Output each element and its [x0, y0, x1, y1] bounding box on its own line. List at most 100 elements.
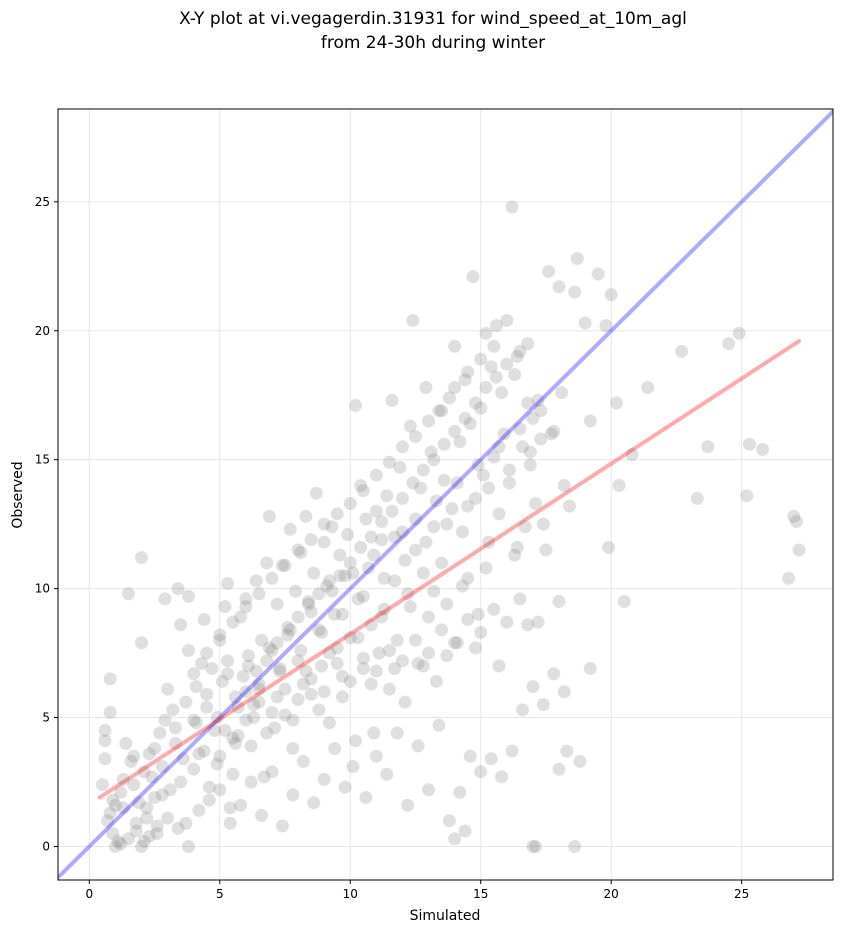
data-point	[168, 736, 182, 750]
data-point	[364, 618, 378, 632]
data-point	[398, 695, 412, 709]
data-point	[359, 790, 373, 804]
data-point	[502, 476, 516, 490]
data-point	[103, 806, 117, 820]
data-point	[286, 713, 300, 727]
data-point	[200, 700, 214, 714]
data-point	[296, 677, 310, 691]
x-axis-ticks: 0 5 10 15 20 25	[85, 880, 749, 901]
data-point	[304, 672, 318, 686]
data-point	[166, 703, 180, 717]
data-point	[429, 674, 443, 688]
data-point	[338, 569, 352, 583]
data-point	[435, 556, 449, 570]
data-point	[291, 610, 305, 624]
data-point	[325, 520, 339, 534]
data-point	[351, 631, 365, 645]
data-point	[403, 419, 417, 433]
data-point	[296, 754, 310, 768]
data-point	[275, 819, 289, 833]
data-point	[521, 337, 535, 351]
data-point	[427, 453, 441, 467]
data-point	[213, 783, 227, 797]
data-point	[231, 729, 245, 743]
data-point	[304, 605, 318, 619]
data-point	[304, 533, 318, 547]
data-point	[223, 801, 237, 815]
data-point	[270, 597, 284, 611]
data-point	[265, 765, 279, 779]
data-point	[148, 741, 162, 755]
data-point	[108, 839, 122, 853]
data-point	[213, 749, 227, 763]
data-point	[518, 520, 532, 534]
y-axis-ticks: 0 5 10 15 20 25	[35, 195, 58, 853]
data-point	[106, 793, 120, 807]
data-point	[286, 741, 300, 755]
data-point	[202, 780, 216, 794]
data-point	[482, 535, 496, 549]
data-point	[440, 649, 454, 663]
data-point	[568, 285, 582, 299]
data-point	[330, 507, 344, 521]
data-point	[369, 749, 383, 763]
x-axis-label: Simulated	[410, 908, 481, 924]
data-point	[137, 834, 151, 848]
y-tick-label: 10	[35, 582, 50, 596]
data-point	[469, 491, 483, 505]
data-point	[317, 772, 331, 786]
data-point	[385, 504, 399, 518]
data-point	[792, 543, 806, 557]
data-point	[278, 682, 292, 696]
data-point	[526, 839, 540, 853]
data-point	[309, 486, 323, 500]
data-point	[215, 674, 229, 688]
data-point	[348, 399, 362, 413]
data-point	[195, 656, 209, 670]
grid-lines	[58, 109, 833, 880]
data-point	[455, 579, 469, 593]
data-point	[187, 762, 201, 776]
data-point	[523, 458, 537, 472]
data-point	[252, 682, 266, 696]
data-point	[448, 636, 462, 650]
data-point	[114, 837, 128, 851]
data-point	[283, 522, 297, 536]
data-point	[534, 404, 548, 418]
data-point	[155, 788, 169, 802]
data-point	[489, 370, 503, 384]
data-point	[369, 468, 383, 482]
data-point	[395, 654, 409, 668]
data-point	[604, 288, 618, 302]
data-point	[205, 662, 219, 676]
data-point	[158, 713, 172, 727]
data-point	[299, 664, 313, 678]
data-point	[312, 623, 326, 637]
data-point	[479, 561, 493, 575]
data-point	[288, 584, 302, 598]
data-point	[393, 460, 407, 474]
data-point	[270, 636, 284, 650]
data-point	[552, 762, 566, 776]
data-point	[544, 427, 558, 441]
data-point	[740, 489, 754, 503]
data-point	[416, 463, 430, 477]
data-point	[208, 723, 222, 737]
data-point	[142, 829, 156, 843]
x-tick-label: 5	[216, 887, 224, 901]
data-point	[189, 680, 203, 694]
data-point	[174, 618, 188, 632]
data-point	[234, 610, 248, 624]
data-point	[202, 793, 216, 807]
data-point	[335, 690, 349, 704]
data-point	[95, 778, 109, 792]
data-point	[375, 533, 389, 547]
data-point	[181, 839, 195, 853]
data-point	[521, 396, 535, 410]
data-point	[273, 664, 287, 678]
data-point	[200, 646, 214, 660]
data-point	[510, 350, 524, 364]
data-point	[304, 687, 318, 701]
data-point	[103, 705, 117, 719]
x-tick-label: 10	[343, 887, 358, 901]
